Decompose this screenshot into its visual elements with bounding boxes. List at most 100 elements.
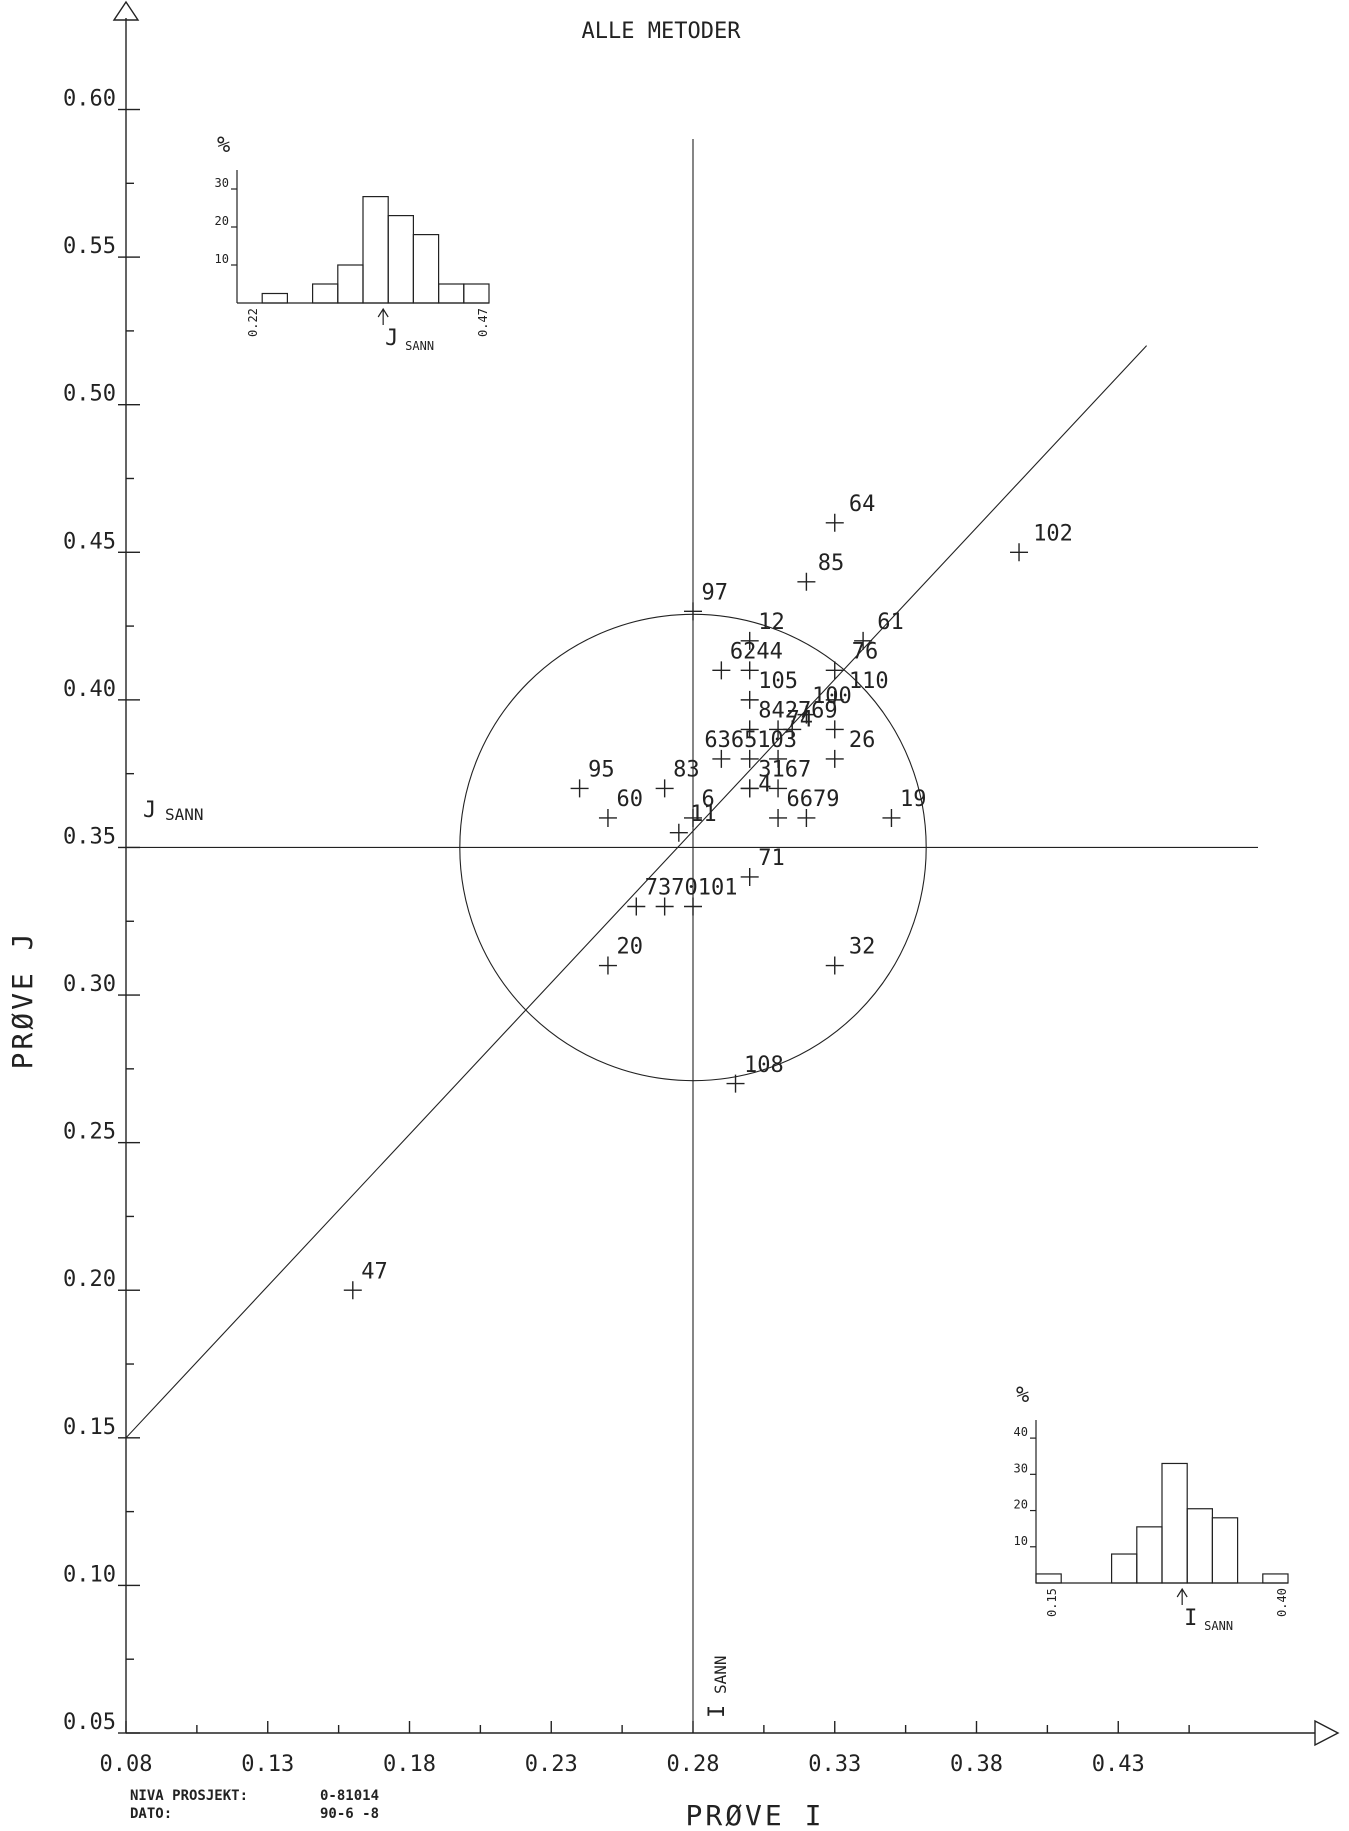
x-tick-label: 0.13 xyxy=(241,1752,294,1777)
y-tick-label: 0.45 xyxy=(63,529,116,554)
hist-i-percent-label: % xyxy=(1016,1383,1029,1408)
hist-j-y-tick-label: 20 xyxy=(215,214,229,228)
point-label: 71 xyxy=(758,846,785,871)
y-tick-label: 0.35 xyxy=(63,824,116,849)
hist-j-bar xyxy=(337,264,364,304)
hist-j-y-tick-label: 30 xyxy=(215,176,229,190)
y-tick-label: 0.55 xyxy=(63,234,116,259)
x-tick-label: 0.08 xyxy=(100,1752,153,1777)
hist-j-bar xyxy=(438,283,465,304)
y-tick-label: 0.20 xyxy=(63,1267,116,1292)
point-label: 61 xyxy=(877,610,904,635)
point-label: 3167 xyxy=(758,758,811,783)
x-tick-label: 0.33 xyxy=(808,1752,861,1777)
data-point xyxy=(769,808,788,827)
hist-j-x-label-min: 0.22 xyxy=(246,308,260,337)
point-label: 6679 xyxy=(787,787,840,812)
footer-project-label: NIVA PROSJEKT: xyxy=(130,1788,248,1804)
data-point xyxy=(343,1281,362,1300)
hist-j-sann-arrow xyxy=(377,307,389,325)
data-point xyxy=(769,779,788,798)
hist-i-bar xyxy=(1186,1508,1213,1584)
data-point xyxy=(655,779,674,798)
point-label: 6365103 xyxy=(704,728,797,753)
hist-j-bar xyxy=(463,283,490,304)
hist-i-y-tick-label: 20 xyxy=(1014,1498,1028,1512)
hist-j-sann-letter: J xyxy=(385,326,398,351)
hist-j-sann-sub: SANN xyxy=(405,339,434,353)
data-point xyxy=(570,779,589,798)
y-tick-label: 0.60 xyxy=(63,87,116,112)
data-point xyxy=(797,705,816,724)
i-sann-label: I xyxy=(705,1705,730,1718)
point-label: 7370101 xyxy=(645,876,738,901)
hist-i-sann-arrow xyxy=(1176,1587,1188,1605)
j-sann-sub: SANN xyxy=(165,805,204,824)
point-label: 19 xyxy=(900,787,927,812)
point-label: 100 xyxy=(812,684,852,709)
hist-j-bar xyxy=(362,196,389,304)
x-tick-label: 0.23 xyxy=(525,1752,578,1777)
x-tick-label: 0.18 xyxy=(383,1752,436,1777)
point-label: 12 xyxy=(758,610,785,635)
hist-i-x-label-min: 0.15 xyxy=(1045,1588,1059,1617)
y-tick-label: 0.10 xyxy=(63,1562,116,1587)
hist-i-sann-letter: I xyxy=(1184,1606,1197,1631)
hist-i-y-tick-label: 30 xyxy=(1014,1461,1028,1475)
footer-project-value: 0-81014 xyxy=(320,1788,379,1804)
hist-i-bar xyxy=(1161,1462,1188,1584)
point-label: 97 xyxy=(702,581,729,606)
chart-title: ALLE METODER xyxy=(582,19,742,44)
footer-date-label: DATO: xyxy=(130,1806,172,1822)
y-axis-title: PRØVE J xyxy=(6,930,39,1069)
hist-i-bar xyxy=(1136,1526,1163,1584)
data-point xyxy=(684,808,702,827)
point-label: 76 xyxy=(852,640,879,665)
data-point xyxy=(1010,543,1029,562)
hist-j-percent-label: % xyxy=(217,133,230,158)
y-tick-label: 0.40 xyxy=(63,677,116,702)
hist-i-y-tick-label: 10 xyxy=(1014,1534,1028,1548)
j-sann-label: J xyxy=(143,798,156,823)
point-label: 85 xyxy=(818,551,845,576)
hist-j-bar xyxy=(312,283,339,304)
data-point xyxy=(825,749,844,768)
data-point xyxy=(598,956,617,975)
data-point xyxy=(740,749,759,768)
i-sann-sub: SANN xyxy=(711,1655,730,1694)
point-label: 6244 xyxy=(730,640,783,665)
y-tick-label: 0.25 xyxy=(63,1120,116,1145)
point-label: 4 xyxy=(758,772,771,797)
point-label: 102 xyxy=(1033,521,1073,546)
data-point xyxy=(740,631,759,650)
hist-j-x-label-max: 0.47 xyxy=(476,308,490,337)
point-label: 95 xyxy=(588,758,615,783)
data-point xyxy=(598,808,617,827)
hist-i-bar xyxy=(1211,1517,1239,1584)
hist-j-y-tick-label: 10 xyxy=(215,252,229,266)
point-label: 108 xyxy=(744,1053,784,1078)
data-point xyxy=(783,720,802,739)
data-point xyxy=(740,779,759,798)
data-point xyxy=(825,661,844,680)
histogram-i: % 10 20 30 40 0.15 0.40 I SANN xyxy=(1014,1383,1289,1633)
hist-i-x-label-max: 0.40 xyxy=(1275,1588,1289,1617)
diagonal-line xyxy=(125,345,1148,1439)
point-label: 64 xyxy=(849,492,876,517)
x-tick-label: 0.43 xyxy=(1092,1752,1145,1777)
data-point xyxy=(669,823,688,842)
data-point xyxy=(882,808,901,827)
point-label: 11 xyxy=(690,802,717,827)
histogram-j: % 10 20 30 0.22 0.47 J SANN xyxy=(215,133,490,353)
hist-i-sann-sub: SANN xyxy=(1204,1619,1233,1633)
data-point xyxy=(825,513,844,532)
hist-j-bar xyxy=(261,292,289,304)
data-point xyxy=(740,690,759,709)
y-axis-arrowhead xyxy=(112,0,140,21)
y-tick-label: 0.30 xyxy=(63,972,116,997)
point-label: 105 xyxy=(758,669,798,694)
data-point xyxy=(684,602,702,621)
point-label: 26 xyxy=(849,728,876,753)
